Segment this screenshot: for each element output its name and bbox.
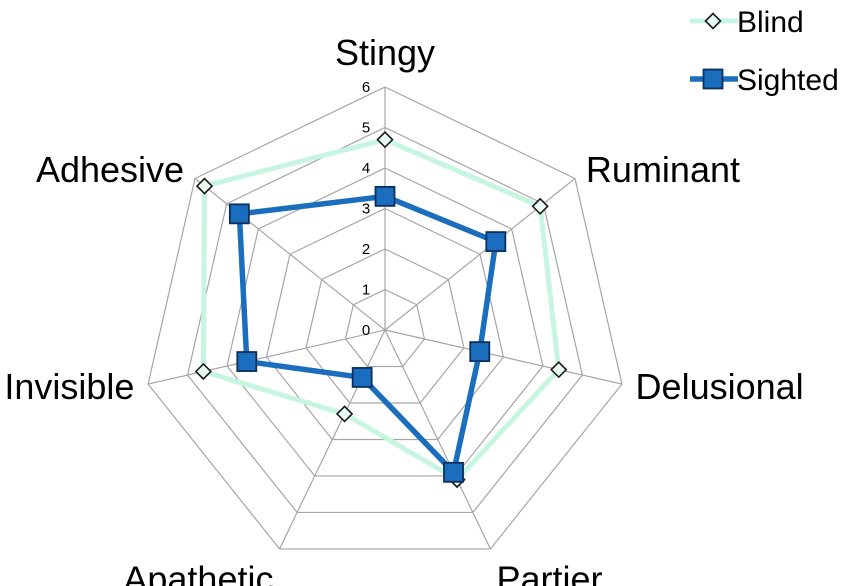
axis-label-delusional: Delusional bbox=[636, 366, 804, 407]
series-line-sighted bbox=[236, 193, 499, 476]
point-blind-invisible bbox=[194, 362, 213, 381]
axis-label-invisible: Invisible bbox=[4, 366, 134, 407]
axis-label-ruminant: Ruminant bbox=[586, 149, 740, 190]
point-sighted-ruminant bbox=[485, 231, 507, 253]
series-sighted bbox=[228, 185, 507, 483]
tick-labels: 0 1 2 3 4 5 6 bbox=[362, 79, 370, 339]
point-sighted-apathetic bbox=[351, 367, 373, 388]
grid-ring-5 bbox=[186, 126, 584, 514]
tick-label-1: 1 bbox=[362, 282, 370, 299]
axis-label-stingy: Stingy bbox=[335, 32, 435, 73]
radar-grid bbox=[147, 86, 623, 550]
spoke-6 bbox=[194, 178, 386, 331]
legend-label-sighted: Sighted bbox=[737, 64, 839, 97]
series bbox=[194, 131, 568, 489]
tick-label-5: 5 bbox=[362, 120, 370, 137]
series-blind bbox=[194, 131, 568, 489]
axis-label-adhesive: Adhesive bbox=[36, 149, 184, 190]
point-sighted-delusional bbox=[469, 341, 491, 363]
grid-ring-6 bbox=[147, 86, 623, 550]
tick-label-0: 0 bbox=[362, 322, 370, 339]
point-sighted-adhesive bbox=[228, 203, 250, 225]
tick-label-3: 3 bbox=[362, 201, 370, 218]
legend: Blind Sighted bbox=[690, 6, 839, 97]
legend-item-blind: Blind bbox=[690, 6, 804, 39]
grid-ring-4 bbox=[226, 167, 544, 477]
point-sighted-partier bbox=[443, 461, 464, 483]
grid-ring-1 bbox=[344, 288, 426, 368]
legend-marker-blind bbox=[704, 12, 722, 30]
legend-marker-sighted bbox=[702, 68, 724, 90]
legend-item-sighted: Sighted bbox=[690, 64, 839, 97]
point-blind-ruminant bbox=[531, 197, 549, 215]
point-blind-delusional bbox=[550, 361, 568, 379]
axis-label-apathetic: Apathetic bbox=[123, 559, 273, 586]
series-line-blind bbox=[200, 137, 562, 483]
axis-label-partier: Partier bbox=[497, 559, 603, 586]
tick-label-2: 2 bbox=[362, 241, 370, 258]
point-blind-adhesive bbox=[195, 177, 214, 195]
spoke-3 bbox=[384, 329, 491, 550]
spoke-4 bbox=[279, 329, 386, 550]
spoke-5 bbox=[147, 329, 386, 385]
point-blind-stingy bbox=[376, 131, 394, 149]
point-sighted-invisible bbox=[236, 351, 258, 372]
tick-label-6: 6 bbox=[362, 79, 370, 96]
point-blind-apathetic bbox=[335, 405, 354, 423]
axis-labels: Stingy Ruminant Delusional Partier Apathetic… bbox=[4, 32, 803, 586]
point-sighted-stingy bbox=[374, 185, 396, 207]
legend-label-blind: Blind bbox=[737, 6, 804, 39]
tick-label-4: 4 bbox=[362, 160, 370, 177]
spoke-2 bbox=[384, 329, 623, 385]
